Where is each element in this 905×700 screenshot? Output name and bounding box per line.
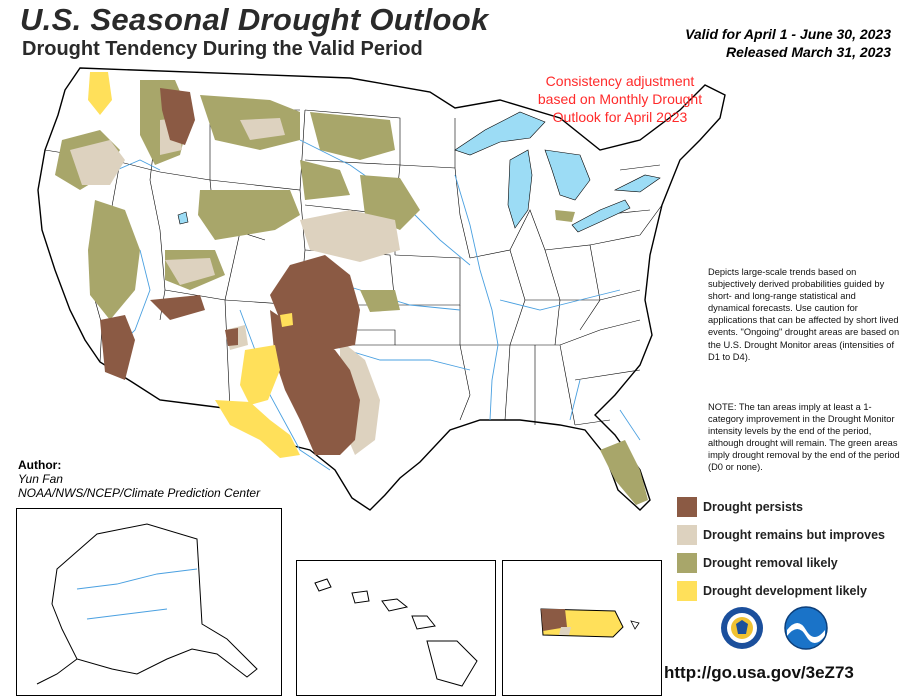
legend-swatch-improves [677, 525, 697, 545]
author-org: NOAA/NWS/NCEP/Climate Prediction Center [18, 486, 261, 500]
drought-persists-areas [100, 88, 360, 455]
tan-green-note: NOTE: The tan areas imply at least a 1-c… [708, 402, 900, 473]
legend-swatch-persists [677, 497, 697, 517]
lake-superior [454, 111, 546, 156]
legend-item: Drought persists [677, 497, 885, 517]
legend-item: Drought removal likely [677, 553, 885, 573]
lake-ontario [613, 174, 661, 193]
legend-label: Drought remains but improves [703, 528, 885, 542]
alaska-map [36, 523, 258, 685]
puerto-rico-inset [502, 560, 662, 696]
release-date: Released March 31, 2023 [726, 44, 891, 60]
noaa-logo-icon [784, 606, 828, 650]
legend-label: Drought removal likely [703, 556, 838, 570]
puerto-rico-map [540, 608, 640, 638]
legend: Drought persists Drought remains but imp… [677, 497, 885, 609]
lake-erie [571, 199, 631, 233]
legend-item: Drought remains but improves [677, 525, 885, 545]
legend-item: Drought development likely [677, 581, 885, 601]
great-lakes [177, 111, 661, 233]
legend-label: Drought development likely [703, 584, 867, 598]
author-name: Yun Fan [18, 472, 63, 486]
lake-michigan [507, 149, 533, 229]
valid-period: Valid for April 1 - June 30, 2023 Releas… [685, 25, 891, 61]
lake-huron [544, 149, 591, 201]
map-subtitle: Drought Tendency During the Valid Period [22, 38, 423, 60]
author-label: Author: [18, 458, 62, 472]
outlook-url[interactable]: http://go.usa.gov/3eZ73 [664, 663, 854, 682]
legend-swatch-removal [677, 553, 697, 573]
doc-seal-icon [721, 607, 763, 649]
hawaii-map [314, 578, 478, 687]
map-title: U.S. Seasonal Drought Outlook [20, 2, 489, 37]
consistency-note: Consistency adjustment based on Monthly … [537, 73, 703, 125]
hawaii-inset [296, 560, 496, 696]
outlook-description: Depicts large-scale trends based on subj… [708, 267, 900, 362]
alaska-inset [16, 508, 282, 696]
valid-dates: Valid for April 1 - June 30, 2023 [685, 26, 891, 42]
great-salt-lake [177, 211, 189, 225]
author-block: Author: Yun Fan NOAA/NWS/NCEP/Climate Pr… [18, 458, 260, 500]
legend-label: Drought persists [703, 500, 804, 514]
drought-development-areas [88, 72, 300, 458]
legend-swatch-development [677, 581, 697, 601]
